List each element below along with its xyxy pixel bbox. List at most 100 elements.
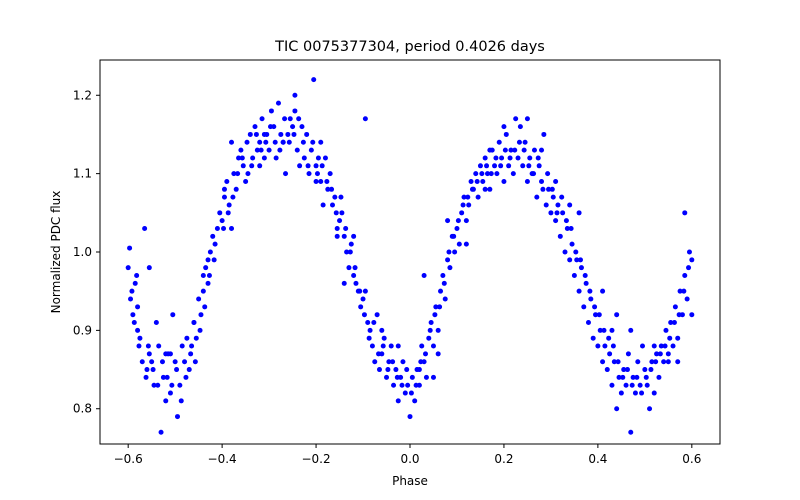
data-point bbox=[408, 390, 414, 396]
data-point bbox=[516, 139, 522, 145]
data-point bbox=[616, 374, 622, 380]
data-point bbox=[142, 225, 148, 231]
data-point bbox=[177, 382, 183, 388]
data-point bbox=[531, 147, 537, 153]
data-point bbox=[272, 139, 278, 145]
data-point bbox=[250, 155, 256, 161]
data-point bbox=[244, 139, 250, 145]
data-point bbox=[352, 265, 358, 271]
data-point bbox=[526, 163, 532, 169]
data-point bbox=[446, 249, 452, 255]
x-tick-label: −0.4 bbox=[208, 452, 237, 466]
data-point bbox=[466, 202, 472, 208]
data-point bbox=[182, 359, 188, 365]
data-point bbox=[668, 320, 674, 326]
data-point bbox=[233, 186, 239, 192]
data-point bbox=[672, 304, 678, 310]
data-point bbox=[534, 194, 540, 200]
data-point bbox=[362, 288, 368, 294]
data-point bbox=[192, 359, 198, 365]
data-point bbox=[240, 163, 246, 169]
data-point bbox=[430, 343, 436, 349]
data-point bbox=[198, 312, 204, 318]
data-point bbox=[499, 155, 505, 161]
data-point bbox=[677, 288, 683, 294]
data-point bbox=[136, 343, 142, 349]
data-point bbox=[261, 155, 267, 161]
data-point bbox=[371, 320, 377, 326]
data-point bbox=[207, 249, 213, 255]
data-point bbox=[344, 249, 350, 255]
data-point bbox=[327, 171, 333, 177]
data-point bbox=[681, 288, 687, 294]
data-point bbox=[172, 359, 178, 365]
data-point bbox=[592, 304, 598, 310]
data-point bbox=[135, 304, 141, 310]
data-point bbox=[647, 406, 653, 412]
data-point bbox=[413, 382, 419, 388]
x-axis: −0.6 −0.4 −0.2 0.0 0.2 0.4 0.6 bbox=[114, 444, 701, 466]
data-point bbox=[585, 320, 591, 326]
data-point bbox=[614, 406, 620, 412]
x-tick-label: 0.0 bbox=[400, 452, 419, 466]
data-point bbox=[564, 225, 570, 231]
data-point bbox=[562, 249, 568, 255]
y-tick-label: 0.9 bbox=[73, 323, 92, 337]
data-point bbox=[339, 210, 345, 216]
data-point bbox=[630, 374, 636, 380]
data-point bbox=[151, 382, 157, 388]
data-point bbox=[600, 359, 606, 365]
data-point bbox=[634, 374, 640, 380]
data-point bbox=[268, 108, 274, 114]
data-point bbox=[158, 429, 164, 435]
data-point bbox=[277, 147, 283, 153]
data-point bbox=[214, 225, 220, 231]
data-point bbox=[179, 343, 185, 349]
data-point bbox=[341, 280, 347, 286]
data-point bbox=[474, 178, 480, 184]
data-point bbox=[583, 280, 589, 286]
data-point bbox=[554, 210, 560, 216]
data-point bbox=[273, 155, 279, 161]
data-point bbox=[200, 273, 206, 279]
data-point bbox=[160, 374, 166, 380]
data-point bbox=[623, 382, 629, 388]
data-point bbox=[252, 124, 258, 130]
data-point bbox=[451, 233, 457, 239]
data-point bbox=[503, 131, 509, 137]
data-point bbox=[239, 155, 245, 161]
data-point bbox=[315, 155, 321, 161]
data-point bbox=[286, 139, 292, 145]
data-point bbox=[127, 245, 133, 251]
data-point bbox=[468, 178, 474, 184]
data-point bbox=[419, 343, 425, 349]
data-point bbox=[568, 225, 574, 231]
data-point bbox=[675, 335, 681, 341]
data-point bbox=[423, 351, 428, 357]
data-point bbox=[469, 186, 475, 192]
data-point bbox=[482, 186, 488, 192]
data-point bbox=[210, 233, 216, 239]
data-point bbox=[219, 218, 225, 224]
data-point bbox=[153, 320, 159, 326]
data-point bbox=[313, 178, 319, 184]
data-point bbox=[128, 296, 134, 302]
data-point bbox=[376, 351, 382, 357]
data-point bbox=[590, 335, 596, 341]
data-point bbox=[379, 327, 385, 333]
data-point bbox=[407, 414, 413, 420]
data-point bbox=[290, 124, 296, 130]
data-point bbox=[391, 382, 397, 388]
data-point bbox=[189, 343, 195, 349]
data-point bbox=[393, 367, 399, 373]
data-point bbox=[548, 210, 554, 216]
data-point bbox=[628, 327, 634, 333]
data-point bbox=[578, 265, 584, 271]
data-point bbox=[582, 273, 588, 279]
data-point bbox=[643, 374, 649, 380]
data-point bbox=[184, 335, 190, 341]
data-point bbox=[480, 178, 486, 184]
data-point bbox=[455, 218, 461, 224]
data-point bbox=[257, 163, 263, 169]
